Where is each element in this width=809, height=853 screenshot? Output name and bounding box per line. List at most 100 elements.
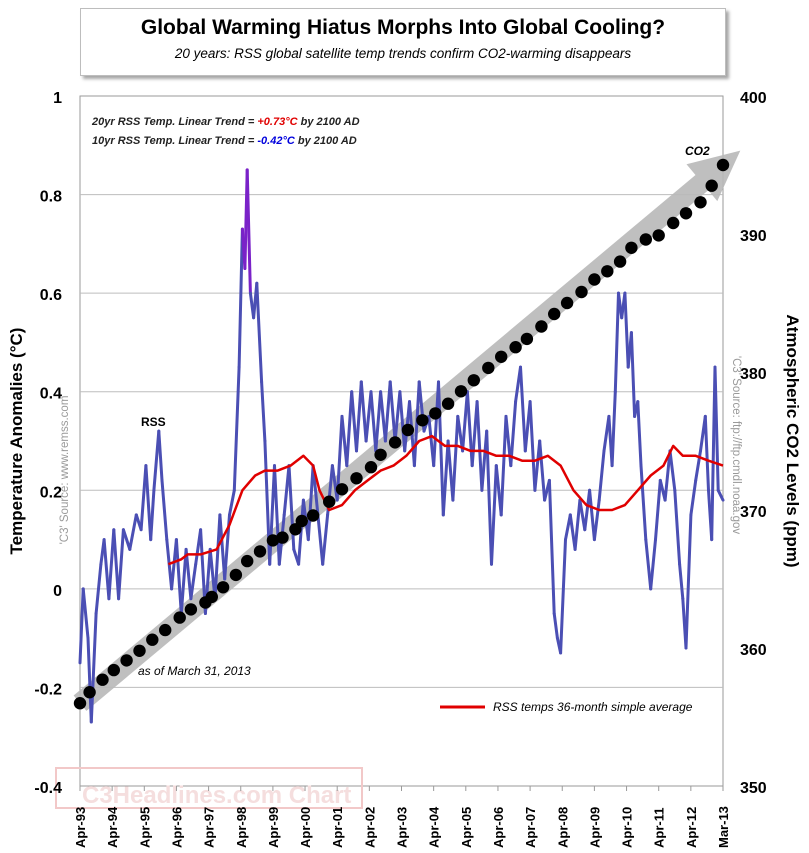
- left-axis-title: Temperature Anomalies (°C): [7, 328, 26, 555]
- co2-point: [374, 448, 387, 461]
- co2-point: [509, 341, 522, 354]
- rss-segment: [668, 449, 677, 492]
- rss-segment: [369, 390, 378, 453]
- rss-layer: [78, 168, 725, 724]
- chart-title: Global Warming Hiatus Morphs Into Global…: [140, 16, 666, 39]
- right-tick-label: 350: [740, 780, 767, 797]
- rss-segment: [232, 365, 241, 492]
- rss-segment: [213, 513, 222, 601]
- watermark-text: C3Headlines.com Chart: [82, 782, 351, 809]
- rss-segment: [218, 513, 227, 581]
- rss-segment: [538, 439, 547, 502]
- co2-point: [694, 196, 707, 209]
- rss-segment: [383, 380, 392, 443]
- co2-point: [173, 611, 186, 624]
- co2-point: [295, 514, 308, 528]
- rss-segment: [260, 380, 267, 443]
- rss-segment: [573, 498, 582, 551]
- rss-segment: [499, 414, 508, 517]
- right-tick-label: 370: [740, 504, 767, 521]
- rss-segment: [610, 390, 617, 468]
- co2-point: [335, 483, 349, 496]
- x-tick-label: Apr-98: [234, 807, 249, 848]
- x-tick-label: Apr-95: [137, 807, 152, 848]
- rss-segment: [316, 513, 325, 566]
- rss-segment: [117, 528, 125, 601]
- co2-point: [416, 414, 429, 427]
- co2-point: [535, 320, 548, 333]
- rss-segment: [597, 449, 606, 502]
- rss-segment: [649, 538, 657, 591]
- rss-segment: [268, 464, 276, 566]
- as-of-label: as of March 31, 2013: [138, 664, 251, 678]
- co2-point: [482, 361, 495, 375]
- legend: RSS temps 36-month simple average: [440, 700, 693, 714]
- co2-point: [652, 229, 665, 242]
- chart-subtitle: 20 years: RSS global satellite temp tren…: [174, 46, 632, 61]
- co2-point: [120, 654, 133, 667]
- x-tick-label: Apr-02: [362, 807, 377, 848]
- x-tick-label: Apr-94: [105, 806, 120, 848]
- co2-point: [613, 255, 627, 268]
- watermark-box: [55, 767, 363, 809]
- co2-point: [401, 423, 415, 437]
- rss-segment: [623, 291, 630, 369]
- rss-segment: [245, 168, 252, 295]
- rss-segment: [179, 547, 188, 615]
- trend-value: -0.42°C: [257, 135, 295, 147]
- co2-point: [133, 644, 146, 657]
- co2-point: [306, 509, 320, 522]
- co2-point: [216, 581, 230, 594]
- co2-point: [575, 285, 588, 299]
- rss-segment: [663, 449, 672, 502]
- co2-point: [548, 307, 561, 321]
- co2-point: [454, 385, 468, 398]
- right-source-label: 'C3' Source: ftp://ftp.cmdl.noaa.gov: [730, 356, 742, 535]
- co2-point: [441, 397, 455, 410]
- rss-segment: [639, 464, 648, 542]
- co2-point: [679, 207, 693, 220]
- trend-annotation-20yr: 20yr RSS Temp. Linear Trend = +0.73°C by…: [92, 116, 360, 128]
- rss-segment: [528, 400, 537, 492]
- rss-segment: [359, 380, 368, 443]
- x-tick-label: Apr-93: [73, 807, 88, 848]
- trend-suffix: by 2100 AD: [297, 116, 360, 128]
- rss-segment: [306, 464, 315, 542]
- rss-segment: [287, 464, 296, 551]
- trend-suffix: by 2100 AD: [294, 135, 357, 147]
- rss-segment: [509, 400, 518, 468]
- rss-segment: [273, 464, 281, 566]
- rss-segment: [678, 562, 685, 601]
- rss-segment: [684, 513, 693, 650]
- rss-segment: [654, 478, 662, 542]
- rss-segment: [189, 562, 198, 601]
- right-tick-label: 400: [740, 90, 767, 107]
- co2-point: [96, 673, 109, 686]
- co2-point: [73, 697, 87, 710]
- rss-segment: [490, 464, 498, 566]
- x-tick-label: Apr-03: [395, 807, 410, 848]
- watermark-layer: C3Headlines.com Chart: [55, 767, 363, 809]
- rss-segment: [160, 478, 169, 542]
- legend-label: RSS temps 36-month simple average: [493, 700, 693, 714]
- rss-segment: [89, 612, 98, 724]
- left-tick-label: 0.6: [40, 287, 62, 304]
- co2-point: [205, 590, 218, 604]
- rss-segment: [78, 587, 85, 665]
- rss-segment: [629, 331, 637, 418]
- left-tick-label: 0.4: [40, 386, 62, 403]
- trend-prefix: 20yr RSS Temp. Linear Trend =: [92, 116, 258, 128]
- rss-segment: [412, 380, 421, 468]
- rss-segment: [713, 365, 720, 492]
- x-tick-label: Apr-06: [491, 807, 506, 848]
- rss-segment: [112, 528, 121, 601]
- co2-point: [429, 407, 442, 420]
- co2-point: [560, 296, 574, 310]
- left-tick-label: 1: [53, 90, 62, 107]
- rss-segment: [441, 439, 450, 517]
- right-tick-label: 360: [740, 642, 767, 659]
- grid: [80, 194, 723, 688]
- rss-segment: [255, 281, 264, 384]
- right-axis-title: Atmospheric CO2 Levels (ppm): [783, 314, 802, 567]
- rss-segment: [475, 400, 484, 492]
